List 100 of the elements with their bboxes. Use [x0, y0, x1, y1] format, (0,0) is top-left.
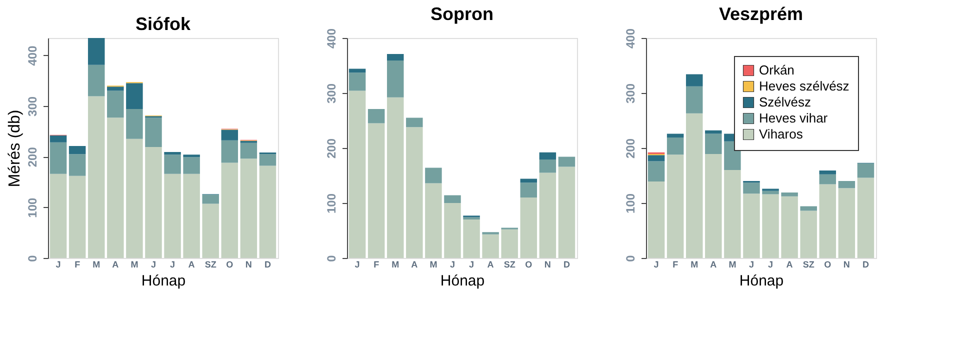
bar — [666, 138, 684, 155]
bar — [406, 118, 423, 128]
x-tick-label: A — [487, 260, 494, 270]
x-tick-label: J — [354, 260, 360, 270]
bar — [666, 134, 684, 138]
x-tick-label: A — [112, 260, 120, 270]
bar — [819, 170, 836, 174]
bar — [221, 162, 238, 258]
bar — [800, 206, 817, 211]
x-tick-label: SZ — [504, 260, 516, 270]
chart-title: Veszprém — [718, 4, 804, 24]
y-tick-label: 0 — [324, 254, 338, 262]
legend-label: Szélvész — [759, 94, 812, 110]
bar — [686, 113, 703, 258]
x-tick-label: O — [226, 260, 234, 270]
bar — [107, 90, 124, 118]
bar — [648, 182, 665, 258]
bar — [444, 195, 461, 203]
bar — [259, 166, 276, 258]
bar — [183, 174, 200, 258]
bar — [857, 178, 874, 258]
y-tick-label: 100 — [624, 193, 638, 214]
y-tick-label: 100 — [324, 193, 338, 214]
x-tick-label: D — [862, 260, 870, 270]
x-tick-label: N — [245, 260, 252, 270]
y-axis-title: Mérés (db) — [6, 110, 24, 188]
bar — [819, 174, 836, 184]
x-tick-label: F — [672, 260, 679, 270]
legend-label: Orkán — [759, 62, 794, 78]
y-tick-label: 100 — [26, 197, 40, 218]
bar — [88, 64, 105, 96]
bar — [202, 194, 219, 204]
y-tick-label: 300 — [324, 83, 338, 104]
y-tick-label: 300 — [624, 83, 638, 104]
bar — [164, 152, 181, 155]
x-tick-label: O — [525, 260, 532, 270]
x-tick-label: N — [544, 260, 551, 270]
bar — [819, 184, 836, 258]
bar — [368, 108, 385, 124]
bar — [126, 138, 143, 258]
bar — [482, 234, 499, 258]
y-tick-label: 400 — [624, 28, 638, 49]
x-tick-label: M — [430, 260, 438, 270]
legend-label: Heves vihar — [759, 110, 828, 126]
bar — [425, 183, 442, 258]
bar — [183, 154, 200, 158]
y-tick-label: 0 — [26, 254, 40, 262]
bar — [368, 123, 385, 258]
bar — [50, 135, 67, 142]
y-tick-label: 200 — [324, 138, 338, 159]
bar — [444, 203, 461, 258]
bar — [107, 86, 124, 91]
bar — [126, 108, 143, 139]
bar — [107, 118, 124, 258]
bar — [88, 96, 105, 258]
bar — [348, 72, 366, 91]
x-tick-label: A — [786, 260, 794, 270]
bar — [68, 154, 86, 176]
x-tick-label: J — [450, 260, 455, 270]
chart-title: Sopron — [430, 4, 494, 24]
x-tick-label: F — [74, 260, 81, 270]
bar — [705, 130, 722, 134]
x-tick-label: M — [392, 260, 400, 270]
bar — [501, 229, 518, 258]
bar — [666, 154, 684, 258]
bar — [743, 194, 760, 258]
x-tick-label: J — [150, 260, 156, 270]
x-tick-label: N — [843, 260, 850, 270]
legend-label: Heves szélvész — [759, 78, 850, 94]
bar — [520, 182, 538, 198]
bar — [386, 54, 404, 61]
x-tick-label: M — [728, 260, 736, 270]
x-tick-label: D — [264, 260, 272, 270]
bar — [781, 192, 798, 196]
y-tick-label: 300 — [26, 96, 40, 116]
bar — [406, 127, 423, 258]
bar — [386, 60, 404, 98]
x-tick-label: J — [654, 260, 659, 270]
bar — [838, 181, 856, 188]
bar — [520, 198, 538, 258]
x-tick-label: J — [56, 260, 61, 270]
y-tick-label: 400 — [26, 45, 40, 66]
bar — [145, 146, 162, 258]
bar — [50, 142, 67, 174]
bar — [202, 204, 219, 258]
bar — [348, 68, 366, 73]
bar — [686, 86, 703, 114]
bar — [705, 154, 722, 258]
x-tick-label: D — [563, 260, 570, 270]
x-tick-label: J — [469, 260, 474, 270]
legend-label: Viharos — [759, 126, 804, 142]
x-tick-label: J — [748, 260, 754, 270]
chart-title: Siófok — [135, 14, 192, 34]
bar — [539, 160, 556, 173]
x-axis-title: Hónap — [141, 272, 186, 290]
bar — [743, 182, 760, 194]
y-tick-label: 200 — [26, 146, 40, 168]
bar — [183, 157, 200, 174]
bar — [539, 172, 556, 258]
bar — [539, 152, 556, 160]
